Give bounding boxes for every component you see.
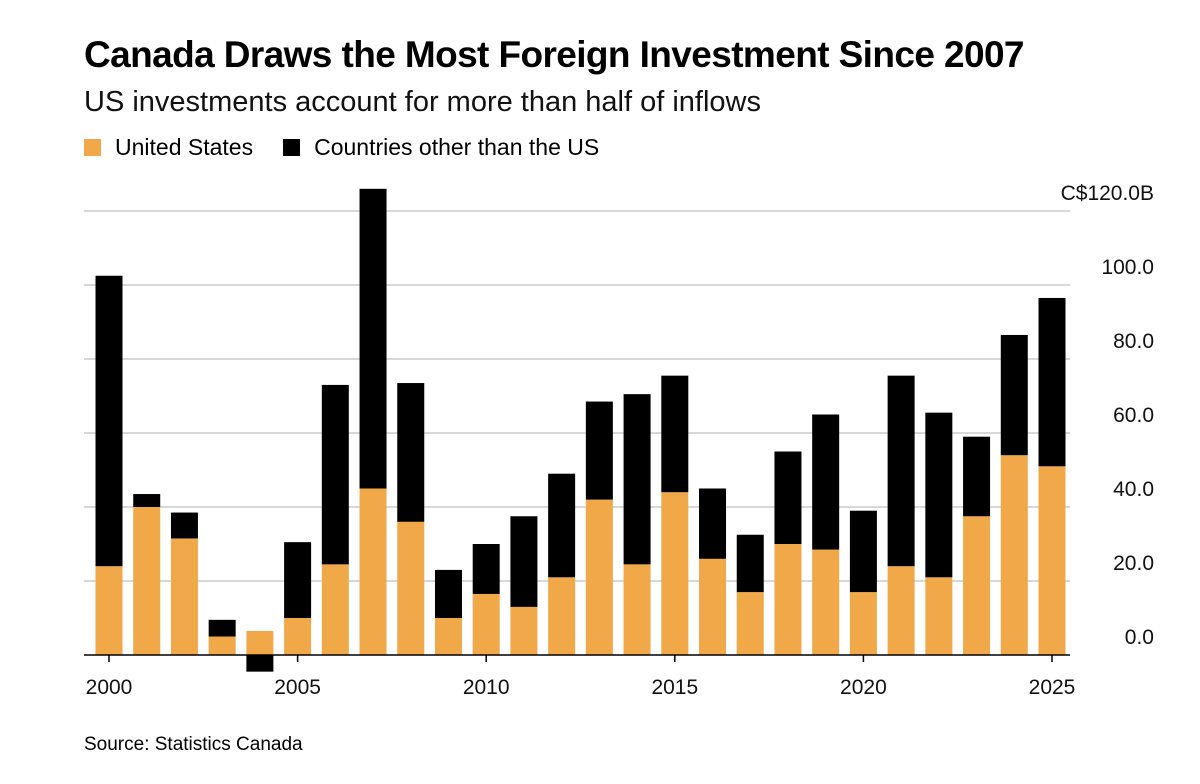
y-tick-label: 100.0 [1101,256,1154,279]
bar-us-2022 [925,577,953,655]
bar-us-2012 [548,577,576,655]
bar-other-2007 [359,188,387,489]
chart-subtitle: US investments account for more than hal… [84,86,761,118]
bar-us-2003 [208,636,236,655]
bar-us-2016 [699,558,727,655]
x-tick-label: 2010 [463,676,510,699]
bar-other-2022 [925,412,953,578]
bar-other-2013 [585,401,613,500]
bar-other-2010 [472,544,500,594]
bar-other-2025 [1038,297,1066,467]
bar-us-2017 [736,592,764,655]
bar-us-2000 [95,566,123,655]
y-tick-label: 0.0 [1125,626,1154,649]
legend-label-other: Countries other than the US [314,134,600,160]
bar-us-2010 [472,593,500,655]
legend: United States Countries other than the U… [84,134,629,161]
bar-us-2019 [812,549,840,655]
bar-other-2012 [548,473,576,578]
bar-us-2001 [133,507,161,655]
y-tick-label: 20.0 [1113,552,1154,575]
bar-other-2003 [208,619,236,637]
bar-us-2006 [321,564,349,655]
bar-us-2025 [1038,466,1066,655]
y-tick-label: C$120.0B [1061,182,1154,205]
bar-other-2015 [661,375,689,493]
bar-us-2013 [585,499,613,655]
legend-label-us: United States [115,134,254,160]
bar-other-2006 [321,384,349,565]
bar-other-2024 [1000,334,1028,456]
legend-swatch-other [283,139,301,156]
legend-item-other: Countries other than the US [283,134,599,161]
bar-us-2020 [849,592,877,655]
y-tick-label: 60.0 [1113,404,1154,427]
bar-other-2009 [434,569,462,618]
bar-other-2005 [284,542,312,618]
source-note: Source: Statistics Canada [84,734,303,755]
bar-other-2018 [774,451,802,544]
x-tick-label: 2020 [840,676,887,699]
bar-us-2018 [774,544,802,655]
bar-us-2007 [359,488,387,655]
y-tick-label: 40.0 [1113,478,1154,501]
bar-us-2014 [623,564,651,655]
bar-other-2019 [812,414,840,550]
bar-other-2008 [397,383,425,522]
bar-us-2021 [887,566,915,655]
bar-other-2021 [887,375,915,567]
bar-other-2011 [510,516,538,607]
bar-us-2004 [246,630,274,655]
bar-us-2005 [284,618,312,655]
chart-title: Canada Draws the Most Foreign Investment… [84,34,1025,75]
bar-us-2008 [397,521,425,655]
bar-other-2000 [95,275,123,567]
bar-other-2004 [246,655,274,672]
bar-other-2014 [623,394,651,565]
bar-us-2024 [1000,455,1028,655]
bar-us-2015 [661,492,689,655]
x-tick-label: 2000 [86,676,133,699]
bar-us-2009 [434,618,462,655]
y-tick-label: 80.0 [1113,330,1154,353]
bar-other-2017 [736,534,764,593]
bar-other-2023 [963,436,991,517]
x-tick-label: 2025 [1029,676,1076,699]
bar-us-2011 [510,606,538,655]
bar-other-2002 [170,512,198,539]
x-tick-label: 2015 [651,676,698,699]
bar-us-2023 [963,516,991,655]
bar-us-2002 [170,538,198,655]
x-tick-label: 2005 [274,676,321,699]
bar-other-2020 [849,510,877,593]
bar-other-2016 [699,488,727,559]
bar-other-2001 [133,494,161,507]
legend-item-us: United States [84,134,253,161]
legend-swatch-us [84,139,101,156]
